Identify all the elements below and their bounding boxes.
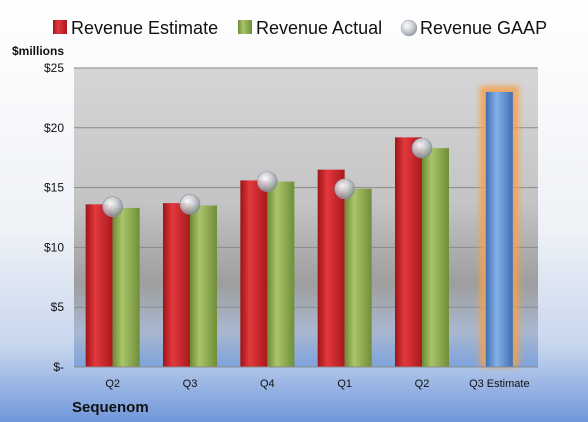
marker-revenue-gaap (102, 196, 123, 218)
y-tick-label: $20 (44, 121, 64, 135)
marker-revenue-gaap (411, 137, 433, 159)
bar-revenue-estimate (85, 204, 113, 367)
x-tick-label: Q2 (415, 378, 430, 390)
gaap-markers (102, 137, 433, 218)
y-axis-unit-label: $millions (12, 44, 64, 58)
legend-label-revenue-estimate: Revenue Estimate (71, 18, 218, 38)
x-tick-label: Q2 (105, 378, 120, 390)
y-axis-ticks: $- $5 $10 $15 $20 $25 (44, 61, 64, 374)
marker-revenue-gaap (257, 171, 278, 192)
legend: Revenue Estimate Revenue Actual Revenue … (53, 18, 547, 38)
y-tick-label: $10 (44, 240, 64, 254)
bar-revenue-estimate (240, 180, 268, 367)
x-tick-label: Q3 (183, 378, 198, 390)
marker-revenue-gaap (179, 194, 201, 215)
marker-revenue-gaap (334, 178, 355, 200)
bar-q3-estimate (485, 91, 513, 368)
bar-revenue-actual (422, 148, 449, 367)
bar-revenue-estimate (317, 169, 345, 367)
x-axis-labels: Q2 Q3 Q4 Q1 Q2 Q3 Estimate (105, 378, 529, 390)
bar-revenue-actual (344, 188, 372, 367)
bar-revenue-actual (190, 205, 217, 367)
x-tick-label: Q4 (260, 378, 275, 390)
y-tick-label: $25 (44, 61, 64, 75)
bar-revenue-actual (267, 181, 295, 367)
bar-revenue-estimate (395, 137, 422, 367)
legend-swatch-revenue-gaap (400, 19, 418, 37)
y-tick-label: $15 (44, 181, 64, 195)
legend-label-revenue-gaap: Revenue GAAP (420, 18, 547, 38)
legend-label-revenue-actual: Revenue Actual (256, 18, 382, 38)
legend-swatch-revenue-estimate (53, 20, 67, 34)
x-tick-label: Q3 Estimate (469, 378, 530, 390)
plot-area (74, 68, 538, 367)
x-tick-label: Q1 (337, 378, 352, 390)
y-tick-label: $5 (51, 300, 65, 314)
bar-revenue-estimate (163, 203, 190, 367)
bar-revenue-actual (112, 207, 140, 367)
legend-swatch-revenue-actual (238, 20, 252, 34)
bars (85, 85, 519, 368)
gridlines (74, 67, 538, 308)
company-name: Sequenom (72, 399, 149, 416)
y-tick-label: $- (53, 360, 64, 374)
